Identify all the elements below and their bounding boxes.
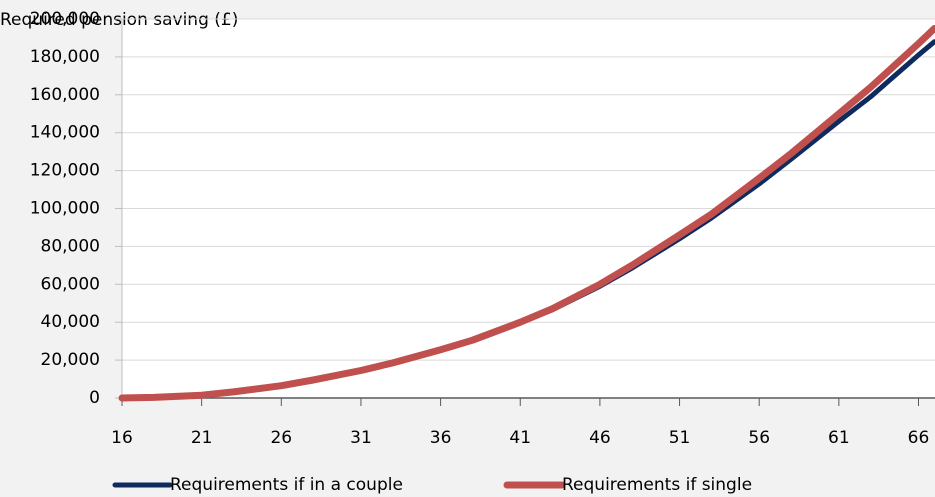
- x-tick-label: 46: [589, 428, 611, 448]
- y-tick-label: 180,000: [30, 47, 100, 67]
- x-tick-label: 31: [350, 428, 372, 448]
- y-tick-label: 200,000: [30, 9, 100, 29]
- legend-label: Requirements if single: [562, 475, 752, 495]
- y-tick-label: 120,000: [30, 161, 100, 181]
- x-tick-label: 16: [111, 428, 133, 448]
- x-tick-label: 26: [270, 428, 292, 448]
- y-tick-label: 140,000: [30, 123, 100, 143]
- x-tick-label: 36: [430, 428, 452, 448]
- y-tick-label: 20,000: [41, 350, 100, 370]
- y-tick-label: 40,000: [41, 312, 100, 332]
- series-line: [118, 25, 935, 402]
- y-tick-label: 80,000: [41, 236, 100, 256]
- y-tick-label: 100,000: [30, 199, 100, 219]
- y-axis-title: Required pension saving (£): [0, 10, 238, 30]
- x-tick-label: 41: [509, 428, 531, 448]
- y-tick-label: 60,000: [41, 274, 100, 294]
- y-tick-label: 0: [89, 388, 100, 408]
- y-tick-label: 160,000: [30, 85, 100, 105]
- x-tick-label: 61: [828, 428, 850, 448]
- x-tick-label: 66: [908, 428, 930, 448]
- x-tick-label: 51: [669, 428, 691, 448]
- legend-label: Requirements if in a couple: [170, 475, 403, 495]
- x-tick-label: 56: [748, 428, 770, 448]
- x-tick-label: 21: [191, 428, 213, 448]
